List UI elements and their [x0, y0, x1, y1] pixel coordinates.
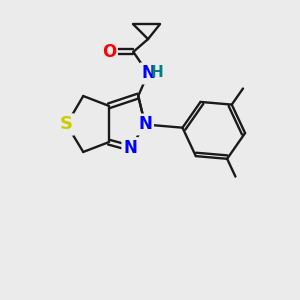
- Text: H: H: [151, 65, 163, 80]
- Text: O: O: [102, 43, 116, 61]
- Text: N: N: [141, 64, 155, 82]
- Text: N: N: [123, 139, 137, 157]
- Text: N: N: [138, 116, 152, 134]
- Text: S: S: [60, 116, 73, 134]
